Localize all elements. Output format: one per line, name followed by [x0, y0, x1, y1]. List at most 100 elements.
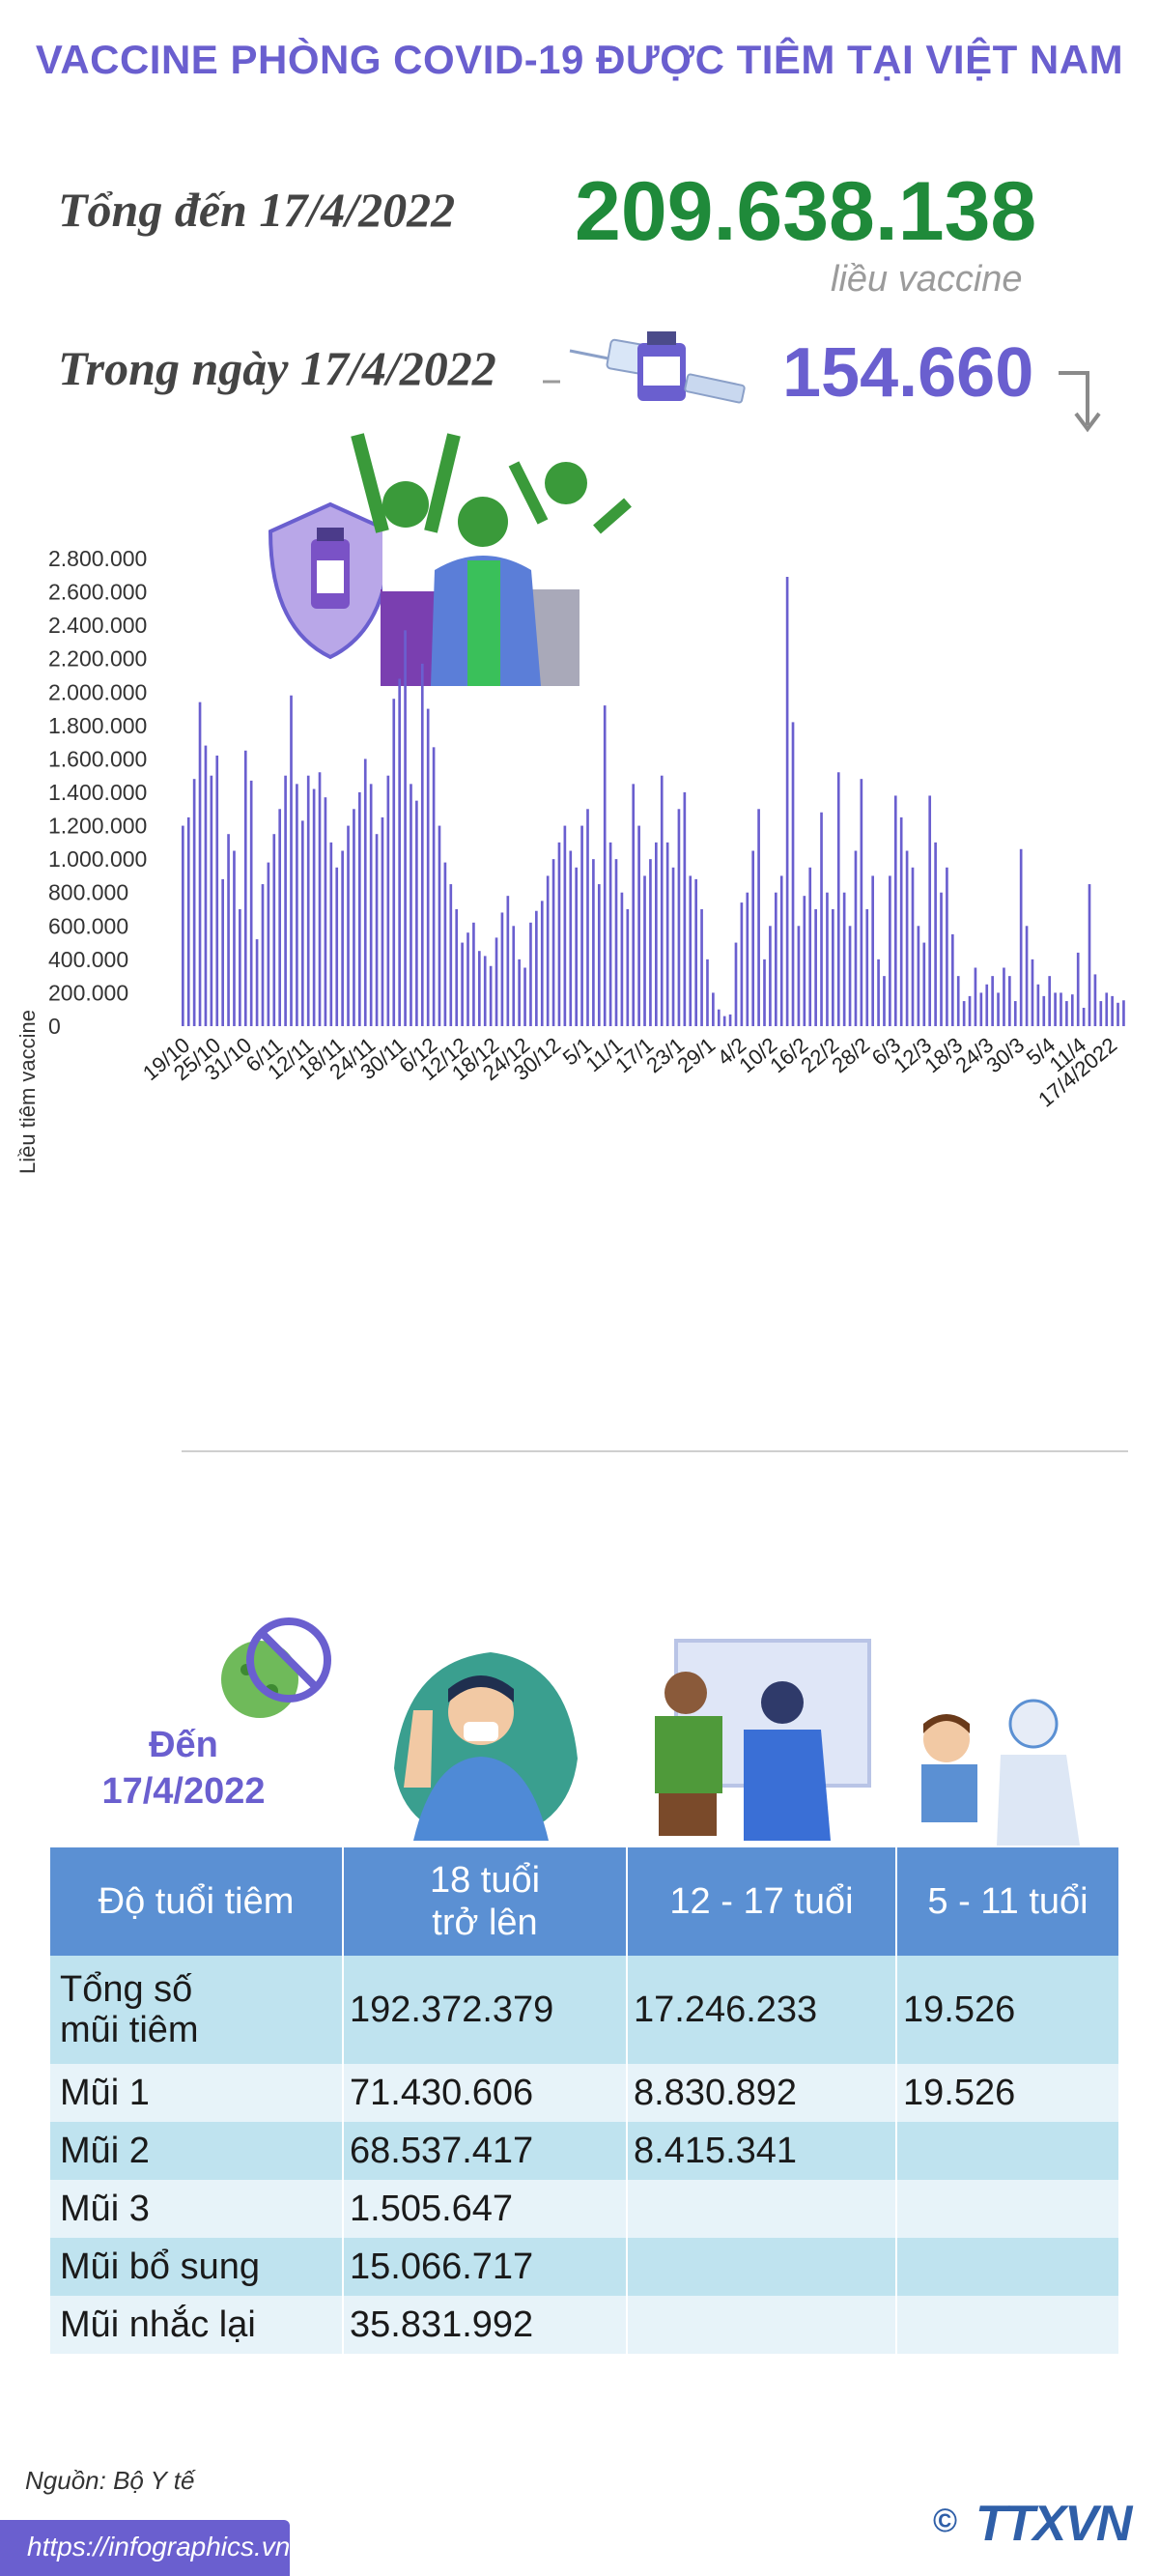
chart-bar: [546, 875, 550, 1026]
source-note: Nguồn: Bộ Y tế: [25, 2466, 195, 2495]
chart-y-tick-label: 1.400.000: [48, 780, 147, 805]
table-date-label: Đến 17/4/2022: [101, 1725, 266, 1812]
chart-bar: [1065, 1001, 1068, 1026]
table-row: Mũi bổ sung 15.066.717: [50, 2238, 1120, 2296]
chart-bar: [324, 797, 327, 1026]
table-row: Mũi 2 68.537.417 8.415.341: [50, 2122, 1120, 2180]
chart-bar: [746, 892, 749, 1026]
chart-bar: [461, 942, 464, 1026]
chart-bar: [893, 795, 897, 1026]
chart-bar: [233, 850, 236, 1026]
vaccine-doses-bar-chart: Liều tiêm vaccine 2.800.000 2.600.000 2.40…: [15, 546, 1128, 1452]
chart-bar: [455, 909, 459, 1026]
chart-y-tick-label: 2.000.000: [48, 679, 147, 704]
chart-bar: [626, 909, 630, 1026]
chart-bar: [728, 1014, 732, 1026]
chart-bar: [381, 816, 384, 1026]
daily-label: Trong ngày 17/4/2022: [58, 341, 496, 395]
table-cell: Mũi 1: [50, 2064, 344, 2122]
chart-bar: [210, 775, 213, 1026]
chart-bar: [1003, 967, 1005, 1026]
chart-bar: [968, 995, 972, 1026]
chart-bar: [221, 878, 224, 1026]
agency-logo: TTXVN: [975, 2496, 1132, 2552]
chart-bar: [363, 758, 367, 1026]
chart-bar: [614, 859, 618, 1026]
table-cell: 35.831.992: [343, 2296, 628, 2354]
table-cell: [627, 2296, 897, 2354]
table-header-cell: 5 - 11 tuổi: [896, 1847, 1120, 1956]
table-cell: 1.505.647: [343, 2180, 628, 2238]
vaccine-syringe-icon: [543, 331, 746, 404]
chart-bar: [712, 992, 715, 1026]
chart-y-ticks: 2.800.000 2.600.000 2.400.000 2.200.000 2.00…: [48, 546, 147, 1039]
chart-x-tick-label: 30/3: [981, 1033, 1029, 1078]
chart-bar: [832, 909, 834, 1026]
chart-y-tick-label: 2.800.000: [48, 546, 147, 571]
chart-bar: [683, 792, 687, 1026]
chart-y-tick-label: 2.200.000: [48, 646, 147, 672]
chart-bar: [329, 842, 333, 1026]
chart-bar: [1019, 848, 1023, 1026]
chart-y-tick-label: 400.000: [48, 947, 128, 972]
table-header-row: Độ tuổi tiêm 18 tuổi trở lên 12 - 17 tuổ…: [50, 1847, 1120, 1956]
chart-bar: [785, 577, 789, 1026]
chart-y-tick-label: 1.200.000: [48, 814, 147, 839]
table-header-cell: Độ tuổi tiêm: [50, 1847, 344, 1956]
chart-bar: [860, 779, 863, 1026]
chart-bar: [466, 932, 469, 1026]
chart-bar: [267, 862, 270, 1026]
chart-bar: [763, 959, 766, 1026]
chart-bar: [353, 809, 355, 1026]
chart-bar: [655, 842, 658, 1026]
table-cell: 15.066.717: [343, 2238, 628, 2296]
chart-y-tick-label: 600.000: [48, 913, 128, 938]
footer-link[interactable]: https://infographics.vn: [27, 2532, 291, 2562]
chart-bar: [1082, 1007, 1086, 1026]
table-cell: 17.246.233: [627, 1956, 897, 2064]
chart-bar: [569, 850, 573, 1026]
virus-crossed-icon: [221, 1617, 331, 1718]
chart-bar: [586, 809, 589, 1026]
chart-bar: [215, 755, 219, 1026]
chart-bar: [814, 909, 817, 1026]
chart-bar: [694, 878, 697, 1026]
chart-bar: [426, 708, 430, 1026]
chart-bars: [182, 577, 1125, 1026]
doctor-vaccinating-illustration: [655, 1639, 871, 1841]
chart-bar: [660, 775, 664, 1026]
chart-bar: [192, 779, 196, 1026]
chart-bar: [227, 834, 230, 1026]
chart-y-axis-label: Liều tiêm vaccine: [15, 1010, 40, 1174]
chart-bar: [706, 959, 709, 1026]
chart-bar: [997, 992, 1000, 1026]
chart-bar: [369, 784, 373, 1026]
table-cell: 68.537.417: [343, 2122, 628, 2180]
chart-bar: [375, 834, 379, 1026]
chart-bar: [848, 926, 852, 1026]
chart-bar: [637, 825, 640, 1026]
chart-bar: [443, 862, 447, 1026]
table-cell: Tổng số mũi tiêm: [50, 1956, 344, 2064]
table-row: Mũi 3 1.505.647: [50, 2180, 1120, 2238]
chart-bar: [495, 937, 498, 1026]
chart-y-tick-label: 200.000: [48, 980, 128, 1005]
table-cell: [896, 2296, 1120, 2354]
chart-x-tick-label: 28/2: [827, 1033, 874, 1078]
chart-bar: [740, 902, 744, 1026]
chart-bar: [597, 884, 601, 1026]
chart-bar: [917, 926, 920, 1026]
chart-bar: [1105, 992, 1109, 1026]
total-unit: liều vaccine: [831, 259, 1023, 300]
chart-bar: [842, 892, 846, 1026]
chart-y-tick-label: 2.600.000: [48, 580, 147, 605]
chart-y-tick-label: 1.600.000: [48, 746, 147, 771]
chart-bar: [700, 909, 703, 1026]
chart-bar: [665, 842, 669, 1026]
chart-bar: [312, 788, 316, 1026]
chart-bar: [797, 926, 801, 1026]
chart-bar: [318, 772, 322, 1026]
chart-bar: [643, 875, 646, 1026]
chart-bar: [415, 800, 418, 1026]
table-cell: 19.526: [896, 1956, 1120, 2064]
